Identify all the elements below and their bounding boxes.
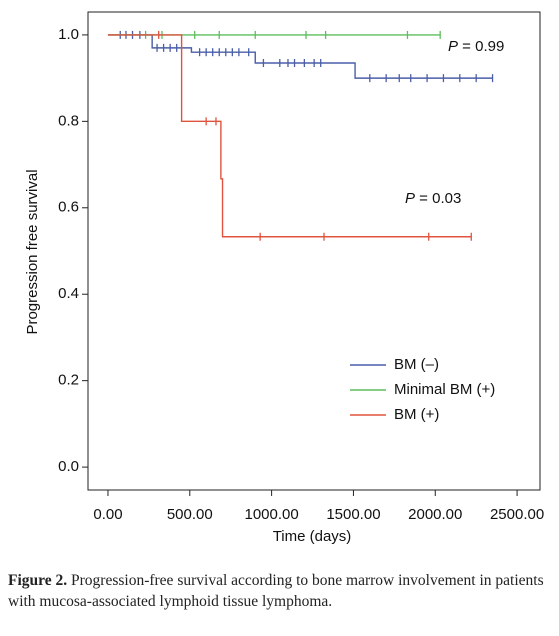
x-tick-label: 1000.00 bbox=[244, 506, 298, 523]
annotation: P = 0.99 bbox=[448, 38, 504, 55]
x-tick-label: 2500.00 bbox=[490, 506, 544, 523]
y-tick-label: 0.8 bbox=[58, 112, 79, 129]
annotation-p: P bbox=[405, 190, 415, 207]
annotation-text: = 0.03 bbox=[415, 190, 461, 207]
y-axis-title: Progression free survival bbox=[24, 169, 41, 334]
survival-curve bbox=[107, 34, 472, 238]
y-tick-label: 0.2 bbox=[58, 372, 79, 389]
legend-label: Minimal BM (+) bbox=[394, 381, 495, 398]
plot-frame bbox=[87, 11, 541, 491]
chart: Time (days) Progression free survival P … bbox=[24, 11, 544, 545]
y-tick-label: 1.0 bbox=[58, 26, 79, 43]
x-tick-label: 0.00 bbox=[93, 506, 122, 523]
x-axis-title: Time (days) bbox=[273, 528, 352, 545]
legend-label: BM (–) bbox=[394, 356, 439, 373]
annotation: P = 0.03 bbox=[405, 190, 461, 207]
caption: Figure 2. Progression-free survival acco… bbox=[8, 570, 553, 612]
survival-curve bbox=[107, 34, 494, 79]
x-tick-label: 500.00 bbox=[167, 506, 213, 523]
annotation-p: P bbox=[448, 38, 458, 55]
y-tick-label: 0.0 bbox=[58, 458, 79, 475]
y-tick-label: 0.4 bbox=[58, 285, 79, 302]
caption-label: Figure 2. bbox=[8, 572, 68, 589]
legend-label: BM (+) bbox=[394, 406, 439, 423]
x-tick-label: 1500.00 bbox=[326, 506, 380, 523]
y-tick-label: 0.6 bbox=[58, 199, 79, 216]
annotation-text: = 0.99 bbox=[458, 38, 504, 55]
caption-text: Progression-free survival according to b… bbox=[8, 572, 544, 610]
x-tick-label: 2000.00 bbox=[408, 506, 462, 523]
